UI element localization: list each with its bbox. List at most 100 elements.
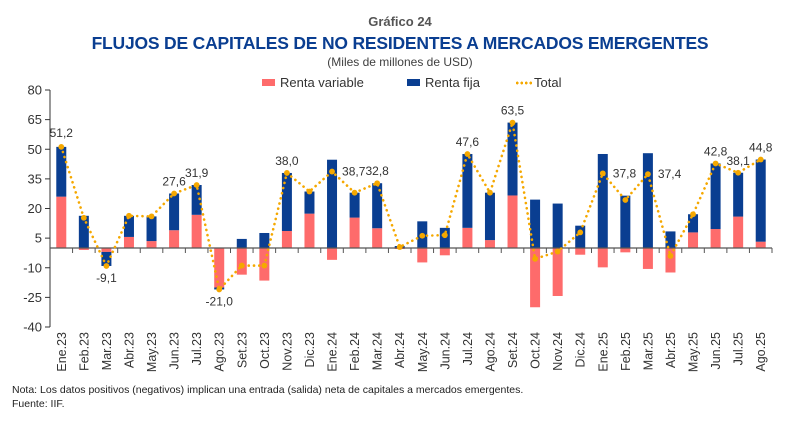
x-tick-label: Jul.24 [461, 332, 475, 365]
x-tick-label: Abr.24 [393, 332, 407, 368]
x-tick-label: Nov.24 [551, 332, 565, 371]
bar-renta-fija [304, 191, 315, 214]
legend-item-renta-fija: Renta fija [407, 75, 480, 90]
x-tick-label: Jul.23 [190, 332, 204, 365]
bar-renta-fija [281, 172, 292, 232]
bar-renta-fija [169, 193, 180, 231]
legend-label: Total [534, 75, 562, 90]
total-point [599, 170, 606, 177]
total-point [645, 171, 651, 178]
bar-renta-variable [439, 248, 450, 256]
bar-renta-fija [146, 216, 157, 242]
total-line-path [59, 122, 763, 293]
x-tick-label: May.23 [145, 332, 159, 372]
x-tick-label: Jul.25 [732, 332, 746, 365]
total-point [216, 286, 223, 293]
x-tick-label: Jun.23 [168, 332, 182, 370]
total-point [80, 214, 87, 221]
bar-renta-variable [665, 248, 676, 273]
data-labels: 51,2 -9,1 27,631,9 -21,0 38,0 38,7 32,8 47,6 63,… [50, 104, 773, 309]
bar-renta-fija [349, 192, 360, 218]
total-point [419, 232, 426, 239]
x-tick-label: Mar.23 [100, 332, 114, 370]
bar-renta-variable [146, 241, 157, 248]
total-point [757, 156, 764, 163]
legend: Renta variable Renta fija Total [0, 75, 800, 93]
x-tick-label: Dic.23 [303, 332, 317, 367]
legend-label: Renta fija [425, 75, 480, 90]
total-point [735, 169, 742, 176]
bar-renta-fija [575, 225, 586, 248]
data-label: 44,8 [749, 141, 773, 155]
bar-renta-fija [755, 159, 766, 242]
y-tick-label: 65 [28, 112, 42, 127]
total-point [396, 244, 403, 250]
bar-renta-fija [56, 146, 67, 197]
total-point [193, 182, 200, 188]
y-tick-label: 80 [28, 83, 42, 98]
total-point [306, 188, 313, 195]
bar-renta-fija [259, 232, 270, 248]
bar-renta-variable [507, 195, 518, 248]
bar-renta-fija [665, 231, 676, 248]
y-tick-label: 35 [28, 171, 42, 186]
bar-renta-fija [597, 153, 608, 248]
legend-label: Renta variable [280, 75, 364, 90]
bar-renta-variable [733, 216, 744, 248]
bar-renta-variable [101, 248, 112, 252]
bar-renta-fija [462, 153, 473, 228]
bar-renta-fija [78, 215, 89, 248]
total-point [329, 168, 335, 175]
x-tick-label: Mar.25 [641, 332, 655, 370]
bar-renta-variable [710, 229, 721, 248]
x-tick-label: Jun.25 [709, 332, 723, 370]
x-tick-label: Ago.23 [213, 332, 227, 372]
x-tick-label: Ene.23 [55, 332, 69, 372]
x-tick-label: May.25 [687, 332, 701, 372]
data-label: 63,5 [501, 104, 525, 118]
x-tick-label: Jun.24 [438, 332, 452, 370]
x-tick-label: Ene.24 [326, 332, 340, 372]
x-tick-label: Ago.24 [483, 332, 497, 372]
x-tick-label: Dic.24 [574, 332, 588, 367]
x-tick-label: Ago.25 [754, 332, 768, 372]
bar-renta-variable [755, 241, 766, 248]
total-point [284, 170, 290, 176]
y-tick-label: -40 [23, 320, 42, 335]
total-point [441, 232, 448, 239]
total-point [667, 253, 674, 259]
bar-renta-variable [123, 236, 134, 248]
total-point [690, 211, 696, 218]
total-point [374, 180, 381, 187]
bar-renta-variable [552, 248, 563, 296]
x-tick-label: Oct.23 [258, 332, 272, 369]
chart-title: FLUJOS DE CAPITALES DE NO RESIDENTES A M… [91, 33, 709, 53]
bar-renta-variable [349, 217, 360, 248]
bar-renta-variable [530, 248, 541, 308]
bar-renta-variable [575, 248, 586, 255]
bar-renta-variable [484, 240, 495, 248]
chart-subtitle: (Miles de millones de USD) [327, 55, 473, 69]
bar-renta-variable [304, 213, 315, 248]
total-point [58, 143, 65, 150]
bar-renta-fija [620, 195, 631, 248]
bar-renta-fija [327, 159, 338, 248]
x-tick-label: Feb.24 [348, 332, 362, 371]
bar-renta-variable [78, 248, 89, 250]
bar-renta-fija [530, 199, 541, 248]
total-point [261, 262, 268, 269]
total-point [532, 255, 538, 262]
legend-swatch-renta-variable [262, 79, 275, 86]
bar-renta-fija [688, 214, 699, 233]
total-point [103, 263, 110, 269]
bar-renta-fija [710, 163, 721, 230]
bar-renta-variable [597, 248, 608, 268]
data-label: 42,8 [704, 144, 728, 158]
total-line [58, 119, 764, 293]
x-tick-label: Mar.24 [371, 332, 385, 370]
total-point [509, 119, 516, 126]
x-tick-label: Set.24 [506, 332, 520, 368]
y-axis: 80 65 50 35 20 5 -10 -25 -40 [23, 83, 51, 335]
y-tick-label: 50 [28, 142, 42, 157]
data-label: 38,1 [726, 154, 750, 168]
